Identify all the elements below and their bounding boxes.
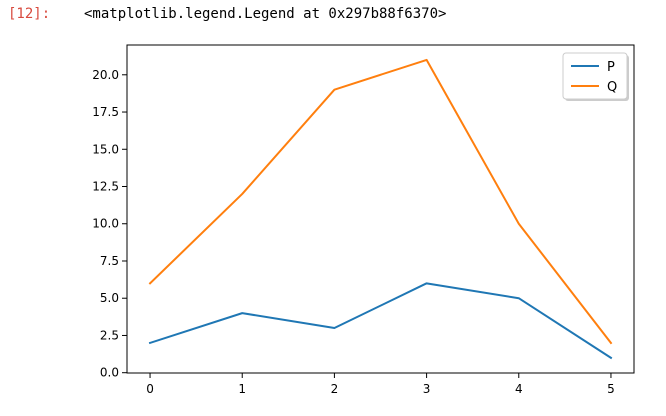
- series-line-q: [148, 58, 613, 345]
- series-line-p: [148, 282, 613, 360]
- legend-label-q: Q: [607, 80, 617, 95]
- y-tick-label: 0.0: [100, 366, 119, 380]
- cell-prompt: [12]:: [8, 6, 51, 22]
- y-tick-label: 15.0: [92, 142, 119, 156]
- legend-label-p: P: [607, 60, 615, 75]
- legend: PQ: [562, 52, 629, 101]
- x-tick-label: 2: [331, 382, 339, 396]
- x-tick-label: 3: [423, 382, 431, 396]
- y-tick-label: 20.0: [92, 68, 119, 82]
- plot-layer: [148, 58, 613, 360]
- axes-layer: 0 1 2 3 4 5 0.0 2.5 5.0 7.5 10.0 12.5 15.0 17.5 20.0: [92, 44, 635, 396]
- x-tick-label: 4: [515, 382, 523, 396]
- cell-output-text: <matplotlib.legend.Legend at 0x297b88f63…: [84, 6, 447, 22]
- y-tick-label: 5.0: [100, 291, 119, 305]
- y-tick-label: 7.5: [100, 254, 119, 268]
- y-tick-label: 12.5: [92, 180, 119, 194]
- y-tick-label: 17.5: [92, 105, 119, 119]
- axes-frame: [126, 44, 635, 374]
- x-tick-label: 1: [238, 382, 246, 396]
- x-tick-label: 0: [146, 382, 154, 396]
- x-tick-label: 5: [607, 382, 615, 396]
- legend-box: [562, 52, 628, 100]
- y-tick-label: 10.0: [92, 217, 119, 231]
- y-tick-label: 2.5: [100, 328, 119, 342]
